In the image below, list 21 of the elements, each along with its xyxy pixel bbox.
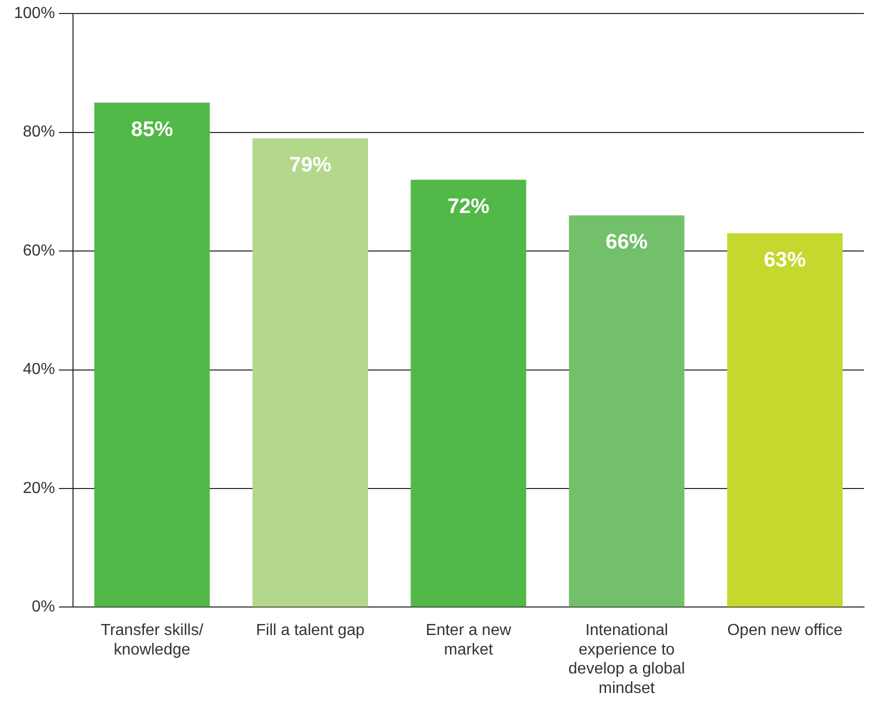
x-tick-label: Open new office (727, 622, 843, 640)
x-tick-label: Transfer skills/ knowledge (100, 622, 204, 658)
bar (252, 138, 368, 607)
bar (568, 215, 684, 607)
data-label: 63% (764, 248, 806, 272)
x-tick-label: Intenational experience to develop a global mindset (568, 622, 685, 697)
y-tick-label: 100% (14, 5, 55, 22)
y-tick-label: 60% (22, 242, 55, 260)
data-label: 85% (131, 118, 174, 141)
bar (410, 180, 526, 607)
data-label: 66% (606, 230, 648, 254)
y-tick-label: 20% (22, 480, 55, 497)
bar (94, 102, 210, 607)
data-label: 72% (447, 195, 490, 218)
data-label: 79% (289, 154, 332, 177)
y-tick-label: 80% (22, 124, 55, 141)
x-tick-label: Fill a talent gap (256, 622, 365, 640)
x-tick-label: Enter a new market (426, 622, 512, 658)
bar (727, 233, 843, 607)
y-tick-label: 40% (22, 361, 55, 378)
y-tick-label: 0% (32, 598, 55, 616)
